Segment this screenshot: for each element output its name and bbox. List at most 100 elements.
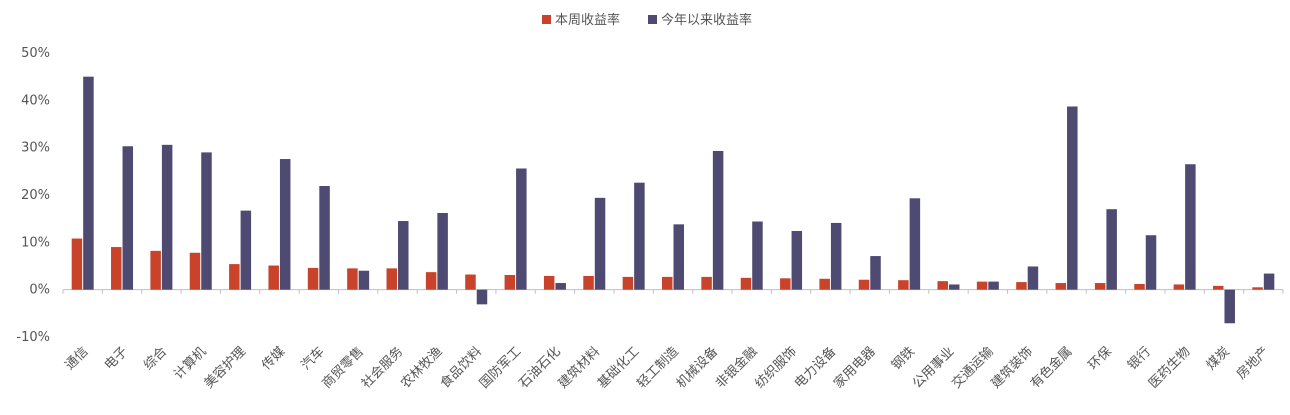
- x-category-label: 纺织服饰: [753, 344, 800, 391]
- bar-weekly-return: [425, 272, 437, 290]
- x-category-label: 有色金属: [1027, 344, 1075, 392]
- bar-weekly-return: [386, 268, 398, 290]
- bar-weekly-return: [150, 250, 161, 290]
- bar-weekly-return: [229, 264, 240, 290]
- bar-ytd-return: [1185, 164, 1196, 290]
- x-category-label: 建筑装饰: [988, 344, 1036, 392]
- bar-ytd-return: [1224, 289, 1235, 324]
- bar-weekly-return: [1055, 283, 1067, 290]
- y-tick-label: 50%: [21, 46, 50, 61]
- bar-ytd-return: [240, 210, 252, 290]
- bar-weekly-return: [465, 274, 476, 290]
- bar-weekly-return: [268, 265, 279, 290]
- bar-ytd-return: [752, 221, 763, 290]
- x-category-label: 传媒: [259, 344, 288, 373]
- y-tick-label: -10%: [16, 330, 50, 345]
- bar-weekly-return: [1173, 284, 1185, 290]
- bar-weekly-return: [622, 276, 634, 290]
- x-category-label: 社会服务: [358, 344, 406, 392]
- bar-weekly-return: [858, 279, 870, 290]
- bar-ytd-return: [201, 152, 212, 290]
- x-category-label: 非银金融: [712, 344, 760, 392]
- bar-weekly-return: [1134, 283, 1145, 290]
- bar-weekly-return: [1016, 282, 1027, 290]
- x-category-label: 公用事业: [910, 344, 957, 391]
- x-category-label: 综合: [141, 344, 170, 373]
- x-category-label: 农林牧渔: [398, 344, 445, 391]
- bar-weekly-return: [583, 275, 594, 290]
- y-tick-label: 10%: [21, 235, 50, 250]
- x-category-label: 银行: [1125, 344, 1154, 373]
- bar-ytd-return: [122, 146, 134, 290]
- legend-label-ytd: 今年以来收益率: [661, 12, 752, 28]
- y-tick-label: 20%: [21, 188, 50, 203]
- legend-swatch-weekly: [542, 15, 551, 24]
- x-category-label: 环保: [1086, 344, 1115, 373]
- x-category-label: 汽车: [298, 344, 328, 374]
- bar-ytd-return: [830, 222, 842, 290]
- bar-weekly-return: [898, 280, 909, 290]
- bar-ytd-return: [1263, 273, 1275, 290]
- bar-ytd-return: [988, 281, 999, 290]
- bar-weekly-return: [307, 267, 319, 290]
- x-category-label: 房地产: [1233, 344, 1272, 383]
- bar-weekly-return: [504, 274, 516, 290]
- bar-weekly-return: [1212, 285, 1224, 290]
- bar-ytd-return: [83, 76, 94, 290]
- y-tick-label: 0%: [29, 283, 50, 298]
- bar-ytd-return: [673, 224, 684, 290]
- y-tick-label: 40%: [21, 93, 50, 108]
- bar-ytd-return: [594, 197, 606, 290]
- x-category-label: 机械设备: [673, 344, 721, 392]
- legend-label-weekly: 本周收益率: [555, 12, 620, 28]
- bar-ytd-return: [358, 270, 370, 290]
- bar-weekly-return: [189, 252, 201, 290]
- bar-weekly-return: [111, 247, 122, 290]
- bar-weekly-return: [780, 278, 791, 290]
- legend-swatch-ytd: [648, 15, 657, 24]
- x-category-label: 医药生物: [1146, 344, 1193, 391]
- x-category-label: 家用电器: [831, 344, 879, 392]
- bar-weekly-return: [662, 276, 673, 290]
- bar-ytd-return: [319, 186, 330, 290]
- bar-weekly-return: [740, 277, 752, 290]
- bar-ytd-return: [279, 159, 291, 290]
- bar-weekly-return: [347, 268, 358, 290]
- bar-ytd-return: [161, 144, 173, 290]
- bar-weekly-return: [71, 238, 83, 290]
- bar-ytd-return: [555, 283, 566, 290]
- bar-weekly-return: [976, 281, 988, 290]
- x-category-label: 通信: [63, 344, 92, 373]
- bar-ytd-return: [791, 230, 803, 290]
- x-category-label: 食品饮料: [437, 344, 485, 392]
- bar-ytd-return: [398, 221, 409, 290]
- bar-ytd-return: [1027, 266, 1039, 290]
- y-axis: -10% 0% 10% 20% 30% 40% 50%: [16, 46, 50, 345]
- bar-weekly-return: [543, 275, 555, 290]
- bar-weekly-return: [701, 276, 712, 290]
- bar-ytd-return: [634, 182, 645, 290]
- x-category-label: 美容护理: [201, 344, 249, 392]
- bar-weekly-return: [1094, 283, 1106, 290]
- x-category-label: 钢铁: [889, 344, 918, 373]
- x-category-label: 建筑材料: [555, 344, 603, 392]
- bar-ytd-return: [870, 256, 881, 290]
- x-category-label: 计算机: [171, 344, 209, 382]
- bar-ytd-return: [712, 150, 724, 290]
- bar-ytd-return: [1145, 235, 1157, 290]
- x-category-label: 轻工制造: [634, 344, 681, 391]
- plot-area: [62, 76, 1284, 324]
- bar-weekly-return: [1252, 287, 1263, 290]
- bar-weekly-return: [937, 281, 948, 290]
- legend: 本周收益率 今年以来收益率: [542, 12, 752, 28]
- x-category-label: 交通运输: [949, 344, 997, 392]
- x-category-label: 电子: [102, 344, 131, 373]
- y-tick-label: 30%: [21, 141, 50, 156]
- x-category-label: 电力设备: [791, 344, 839, 392]
- bar-ytd-return: [1106, 209, 1117, 290]
- x-category-label: 国防军工: [476, 344, 524, 392]
- bar-ytd-return: [476, 289, 488, 305]
- x-category-label: 商贸零售: [319, 344, 367, 392]
